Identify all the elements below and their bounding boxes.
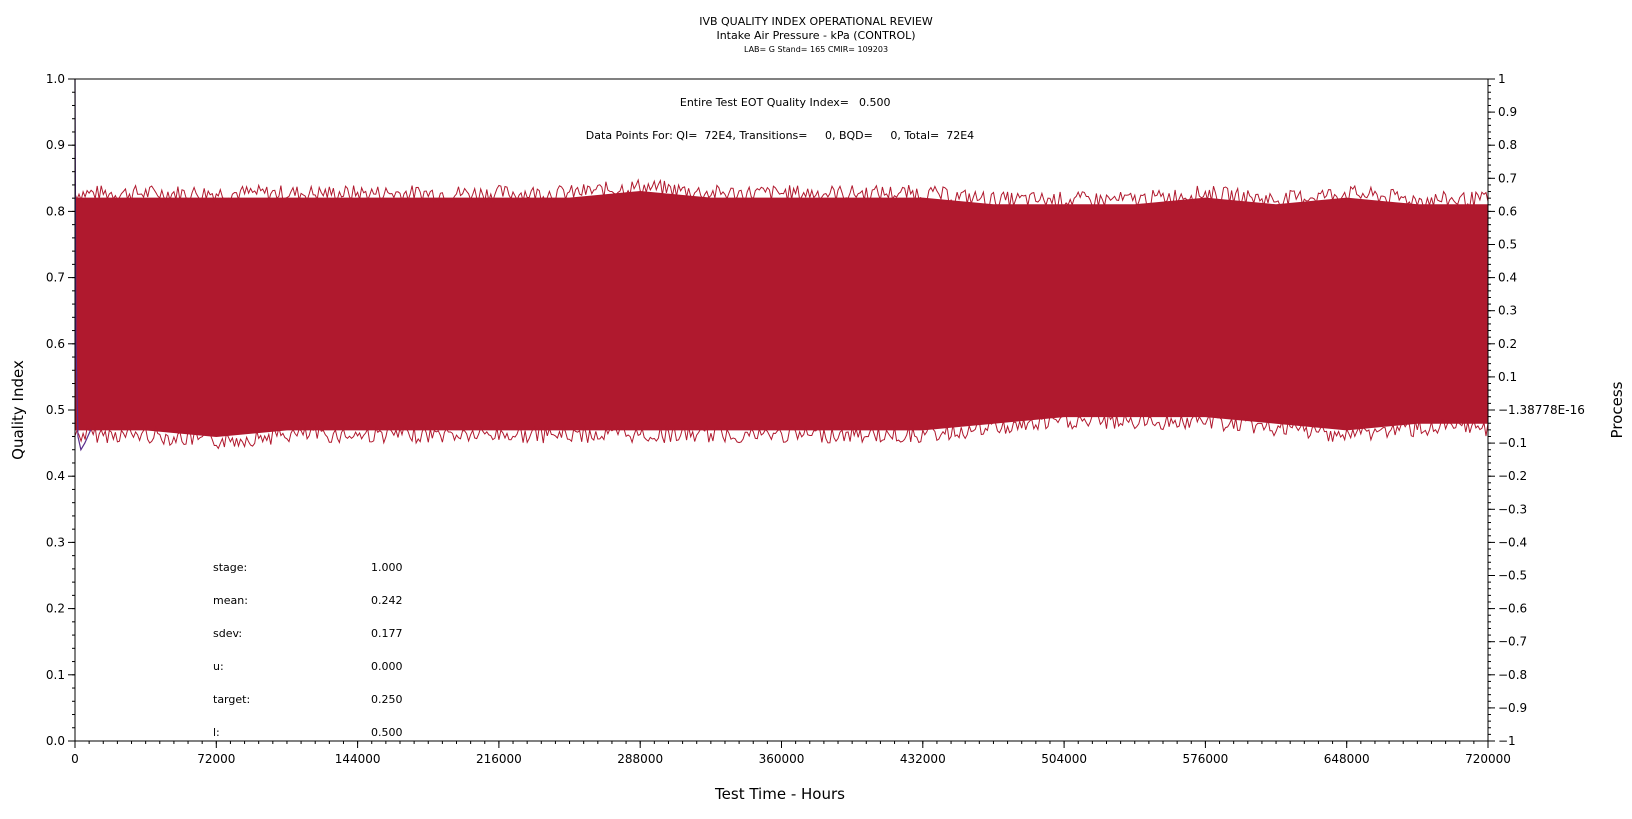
y2-tick-label: 0.4 [1498,271,1517,285]
series-band-top-edge [74,178,1489,210]
chart-subtitle-lab: LAB= G Stand= 165 CMIR= 109203 [744,45,888,54]
y2-tick-label: −0.8 [1498,668,1527,682]
x-axis: 0 72000 144000 216000 288000 360000 432000 5040… [71,741,1511,766]
stat-value: 0.242 [371,594,403,607]
chart-subtitle: Intake Air Pressure - kPa (CONTROL) [716,29,915,42]
x-tick-label: 360000 [759,752,805,766]
y2-tick-label: −1.38778E-16 [1498,403,1585,417]
x-tick-label: 0 [71,752,79,766]
y-tick-label: 1.0 [46,72,65,86]
x-tick-label: 216000 [476,752,522,766]
left-axis: 0.0 0.1 0.2 0.3 0.4 0.5 0.6 0.7 0.8 0.9 1.0 [46,72,75,748]
x-tick-label: 648000 [1324,752,1370,766]
y2-tick-label: 0.7 [1498,171,1517,185]
y-tick-label: 0.4 [46,469,65,483]
y2-tick-label: −0.2 [1498,469,1527,483]
y2-axis-label: Process [1608,381,1626,438]
stat-value: 0.000 [371,660,403,673]
y2-tick-label: −0.1 [1498,436,1527,450]
stat-label: mean: [213,594,248,607]
y2-tick-label: 0.5 [1498,238,1517,252]
y2-tick-label: −0.4 [1498,535,1527,549]
y-tick-label: 0.1 [46,668,65,682]
y-tick-label: 0.9 [46,138,65,152]
stat-label: l: [213,726,220,739]
y2-tick-label: 0.3 [1498,304,1517,318]
x-tick-label: 72000 [197,752,235,766]
series-band-bottom-edge [74,412,1489,450]
y-tick-label: 0.7 [46,271,65,285]
y-tick-label: 0.8 [46,204,65,218]
stat-value: 0.250 [371,693,403,706]
y-axis-label: Quality Index [9,360,27,460]
y-tick-label: 0.2 [46,602,65,616]
x-tick-label: 720000 [1465,752,1511,766]
eot-quality-label: Entire Test EOT Quality Index= [680,96,849,109]
y2-tick-label: 1 [1498,72,1506,86]
x-tick-label: 504000 [1041,752,1087,766]
stat-label: target: [213,693,250,706]
x-tick-label: 144000 [335,752,381,766]
y2-tick-label: 0.9 [1498,105,1517,119]
stat-value: 0.177 [371,627,403,640]
chart-title: IVB QUALITY INDEX OPERATIONAL REVIEW [699,15,933,28]
stat-value: 1.000 [371,561,403,574]
x-tick-label: 576000 [1182,752,1228,766]
y2-tick-label: 0.8 [1498,138,1517,152]
y-tick-label: 0.3 [46,535,65,549]
y-tick-label: 0.6 [46,337,65,351]
x-axis-label: Test Time - Hours [714,785,845,803]
y2-tick-label: 0.6 [1498,204,1517,218]
right-axis: −1 −0.9 −0.8 −0.7 −0.6 −0.5 −0.4 −0.3 −0.2 −0.1 −1… [1488,72,1585,748]
stat-label: u: [213,660,224,673]
y2-tick-label: −0.5 [1498,569,1527,583]
x-tick-label: 288000 [617,752,663,766]
data-points-summary: Data Points For: QI= 72E4, Transitions= … [586,129,974,142]
y-tick-label: 0.5 [46,403,65,417]
y2-tick-label: −0.3 [1498,502,1527,516]
y2-tick-label: −0.7 [1498,635,1527,649]
stats-block: stage: 1.000 mean: 0.242 sdev: 0.177 u: 0.000 ta… [213,561,403,739]
stat-value: 0.500 [371,726,403,739]
y2-tick-label: −1 [1498,734,1516,748]
y2-tick-label: 0.2 [1498,337,1517,351]
y2-tick-label: 0.1 [1498,370,1517,384]
stat-label: stage: [213,561,247,574]
series-band [74,191,1489,437]
x-tick-label: 432000 [900,752,946,766]
y-tick-label: 0.0 [46,734,65,748]
y2-tick-label: −0.6 [1498,602,1527,616]
stat-label: sdev: [213,627,242,640]
y2-tick-label: −0.9 [1498,701,1527,715]
eot-quality-value: 0.500 [859,96,891,109]
series-line [74,78,92,452]
